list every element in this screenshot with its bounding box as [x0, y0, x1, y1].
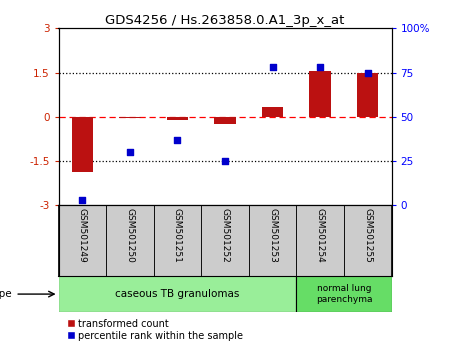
Point [221, 158, 229, 164]
Text: cell type: cell type [0, 289, 12, 299]
Bar [357, 73, 378, 117]
Text: GSM501251: GSM501251 [173, 208, 182, 263]
Bar [310, 71, 331, 117]
Title: GDS4256 / Hs.263858.0.A1_3p_x_at: GDS4256 / Hs.263858.0.A1_3p_x_at [105, 14, 345, 27]
Point [174, 137, 181, 143]
Bar [72, 117, 93, 172]
Point [316, 64, 324, 70]
Bar [344, 205, 392, 276]
Text: GSM501254: GSM501254 [315, 208, 324, 262]
Bar [297, 205, 344, 276]
Text: GSM501252: GSM501252 [220, 208, 230, 262]
Bar [119, 117, 140, 118]
Legend: transformed count, percentile rank within the sample: transformed count, percentile rank withi… [63, 315, 247, 344]
Text: GSM501253: GSM501253 [268, 208, 277, 263]
Bar [166, 117, 188, 120]
Bar [214, 117, 236, 124]
Bar [201, 205, 249, 276]
Bar [58, 205, 106, 276]
Point [79, 197, 86, 203]
Text: GSM501250: GSM501250 [126, 208, 135, 263]
Bar [106, 205, 153, 276]
Bar [58, 276, 297, 312]
Text: GSM501255: GSM501255 [363, 208, 372, 263]
Bar [249, 205, 297, 276]
Bar [297, 276, 392, 312]
Text: normal lung
parenchyma: normal lung parenchyma [316, 284, 372, 304]
Point [126, 149, 134, 155]
Bar [153, 205, 201, 276]
Point [269, 64, 276, 70]
Text: GSM501249: GSM501249 [78, 208, 87, 262]
Point [364, 70, 371, 75]
Bar [262, 107, 284, 117]
Text: caseous TB granulomas: caseous TB granulomas [115, 289, 239, 299]
